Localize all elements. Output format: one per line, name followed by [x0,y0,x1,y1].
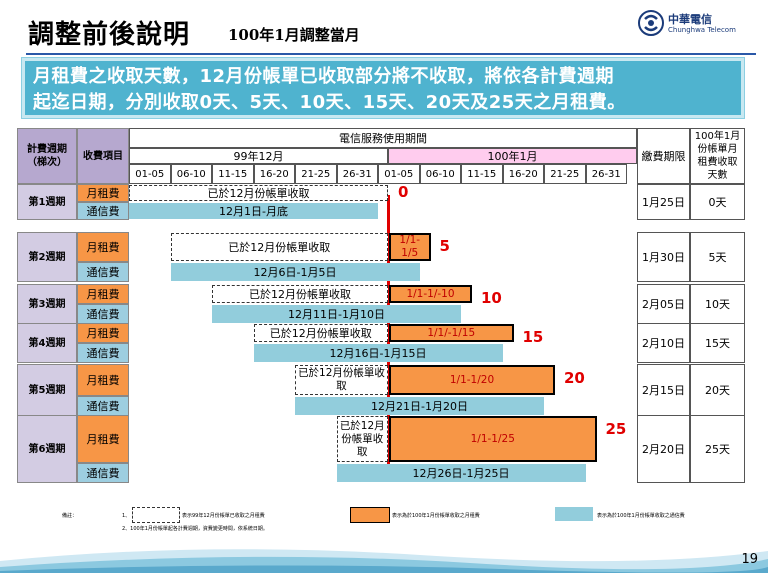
fee-collected-dec: 已於12月份帳單收取 [253,324,388,342]
tel-period-bar: 12月1日-月底 [129,203,378,219]
legend-label: 備註： [62,513,78,519]
header-month-jan: 100年1月 [388,148,637,164]
range-header-cell: 11-15 [212,164,254,184]
fee-collected-dec: 已於12月份帳單收取 [129,185,388,201]
cycle-name: 第5週期 [17,364,77,416]
charge-days: 0天 [690,184,745,220]
range-header-cell: 16-20 [253,164,295,184]
company-logo: 中華電信 Chunghwa Telecom [638,8,758,42]
due-date: 2月10日 [637,323,690,363]
fee-new-jan: 1/1-1/25 [389,416,597,462]
days-number: 20 [564,369,585,387]
charge-days: 15天 [690,323,745,363]
banner-line-2: 起迄日期，分別收取0天、5天、10天、15天、20天及25天之月租費。 [33,92,626,113]
chunghwa-logo-icon [638,10,664,36]
decorative-waves [0,549,768,573]
range-header-cell: 11-15 [461,164,503,184]
days-number: 15 [522,328,544,346]
page-number: 19 [741,552,758,567]
item-tel-label: 通信費 [77,463,129,483]
legend-number-1: 1、 [122,513,131,519]
header-period: 電信服務使用期間 [129,128,637,148]
range-header-cell: 01-05 [378,164,420,184]
item-tel-label: 通信費 [77,202,129,220]
fee-collected-dec: 已於12月份帳單收取 [170,233,388,261]
item-fee-label: 月租費 [77,364,129,396]
logo-english: Chunghwa Telecom [668,26,736,34]
item-fee-label: 月租費 [77,184,129,202]
charge-days: 20天 [690,364,745,416]
cycle-name: 第1週期 [17,184,77,220]
legend-blue-swatch [555,507,593,521]
legend-blue-text: 表示為於100年1月份帳單收取之通信費 [597,513,685,519]
range-header-cell: 01-05 [129,164,171,184]
due-date: 1月25日 [637,184,690,220]
due-date: 2月15日 [637,364,690,416]
item-fee-label: 月租費 [77,232,129,262]
header-cycle: 計費週期 （梯次） [17,128,77,184]
charge-days: 25天 [690,415,745,483]
page-title: 調整前後說明 [28,20,191,50]
range-header-cell: 26-31 [585,164,627,184]
legend-orange-swatch [350,507,390,523]
cycle-name: 第3週期 [17,284,77,324]
fee-new-jan: 1/1-1/-10 [389,285,472,303]
range-header-cell: 16-20 [502,164,544,184]
fee-new-jan: 1/1-1/20 [389,365,555,395]
logo-name: 中華電信 [668,13,712,26]
fee-new-jan: 1/1-1/5 [389,233,431,261]
range-header-cell: 06-10 [170,164,212,184]
fee-new-jan: 1/1/-1/15 [389,324,514,342]
range-header-cell: 26-31 [336,164,378,184]
legend-dashed-swatch [132,507,180,523]
item-tel-label: 通信費 [77,262,129,282]
fee-collected-dec: 已於12月份帳單收取 [295,365,388,395]
header-days: 100年1月份帳單月租費收取天數 [690,128,745,184]
banner-line-1: 月租費之收取天數，12月份帳單已收取部分將不收取，將依各計費週期 [33,66,615,87]
range-header-cell: 21-25 [544,164,586,184]
cycle-name: 第4週期 [17,323,77,363]
cycle-name: 第6週期 [17,415,77,483]
days-number: 5 [439,237,450,255]
item-fee-label: 月租費 [77,415,129,463]
charge-days: 5天 [690,232,745,282]
range-header-cell: 06-10 [419,164,461,184]
fee-collected-dec: 已於12月份帳單收取 [212,285,388,303]
page-subtitle: 100年1月調整當月 [228,26,360,44]
tel-period-bar: 12月21日-1月20日 [295,397,544,415]
days-number: 25 [605,420,627,438]
tel-period-bar: 12月11日-1月10日 [212,305,461,323]
tel-period-bar: 12月16日-1月15日 [253,344,503,362]
legend-dashed-text: 表示99年12月份帳單已收取之月租費 [182,513,265,519]
range-header-cell: 21-25 [295,164,337,184]
tel-period-bar: 12月6日-1月5日 [170,263,420,281]
jan-1-divider [387,195,390,470]
charge-days: 10天 [690,284,745,324]
days-number: 10 [481,289,502,307]
item-fee-label: 月租費 [77,284,129,304]
tel-period-bar: 12月26日-1月25日 [336,464,586,482]
due-date: 1月30日 [637,232,690,282]
due-date: 2月05日 [637,284,690,324]
item-tel-label: 通信費 [77,396,129,416]
legend-note-2: 2、100年1月份帳單起各計費週期，資費變更時間，依系統日期。 [122,526,268,532]
legend-orange-text: 表示為於100年1月份帳單收取之月租費 [392,513,480,519]
cycle-name: 第2週期 [17,232,77,282]
info-banner: 月租費之收取天數，12月份帳單已收取部分將不收取，將依各計費週期 起迄日期，分別… [22,58,744,118]
days-number: 0 [398,183,409,201]
header-due: 繳費期限 [637,128,690,184]
due-date: 2月20日 [637,415,690,483]
item-tel-label: 通信費 [77,304,129,324]
title-divider [26,53,756,55]
fee-collected-dec: 已於12月份帳單收取 [336,416,388,462]
item-tel-label: 通信費 [77,343,129,363]
item-fee-label: 月租費 [77,323,129,343]
header-item: 收費項目 [77,128,129,184]
header-month-dec: 99年12月 [129,148,388,164]
